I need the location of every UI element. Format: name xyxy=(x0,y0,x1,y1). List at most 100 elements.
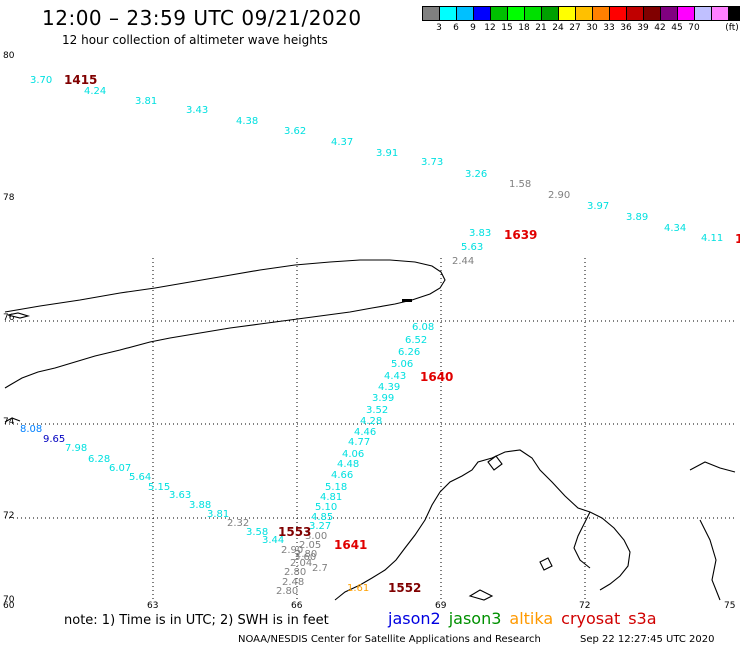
colorbar-label: 3 xyxy=(436,23,442,33)
wave-height-value: 6.52 xyxy=(405,335,427,346)
colorbar-swatch xyxy=(712,7,729,20)
colorbar-legend xyxy=(422,6,740,21)
wave-height-value: 3.89 xyxy=(626,212,648,223)
wave-height-value: 5.64 xyxy=(129,472,151,483)
legend-item-s3a: s3a xyxy=(628,609,657,628)
legend-item-altika: altika xyxy=(509,609,554,628)
wave-height-value: 3.00 xyxy=(305,531,327,542)
wave-height-value: 5.10 xyxy=(315,502,337,513)
longitude-label: 63 xyxy=(147,601,158,611)
wave-height-value: 5.06 xyxy=(391,359,413,370)
colorbar-label: 12 xyxy=(484,23,496,33)
legend-item-jason2: jason2 xyxy=(388,609,441,628)
wave-height-value: 1.61 xyxy=(347,583,369,594)
colorbar-swatch xyxy=(576,7,593,20)
wave-height-value: 4.66 xyxy=(331,470,353,481)
wave-height-value: 6.08 xyxy=(412,322,434,333)
wave-height-value: 3.81 xyxy=(207,509,229,520)
colorbar-label: 27 xyxy=(569,23,581,33)
colorbar-label: 18 xyxy=(518,23,530,33)
coastline-islet xyxy=(7,312,31,319)
longitude-label: 60 xyxy=(3,601,15,611)
wave-height-values: 3.70 4.24 3.81 3.43 4.38 3.62 4.37 3.91 3.73 3.26… xyxy=(20,75,723,597)
pass-time-label: 1640 xyxy=(420,370,453,384)
colorbar-swatch xyxy=(559,7,576,20)
colorbar-swatch xyxy=(542,7,559,20)
pass-time-label: 1641 xyxy=(334,538,367,552)
wave-height-value: 6.07 xyxy=(109,463,131,474)
colorbar-swatch xyxy=(695,7,712,20)
wave-height-value: 3.97 xyxy=(587,201,609,212)
wave-height-value: 4.37 xyxy=(331,137,353,148)
pass-time-label: 1552 xyxy=(388,581,421,595)
latitude-label: 70 xyxy=(3,595,15,605)
colorbar-label: (ft) xyxy=(725,23,739,33)
colorbar-swatch xyxy=(508,7,525,20)
coastline-far-east xyxy=(689,461,736,473)
latitude-label: 80 xyxy=(3,51,15,61)
wave-height-value: 8.08 xyxy=(20,424,42,435)
wave-height-value: 6.28 xyxy=(88,454,110,465)
wave-height-value: 3.58 xyxy=(246,527,268,538)
wave-height-value: 3.43 xyxy=(186,105,208,116)
wave-height-value: 3.83 xyxy=(469,228,491,239)
wave-height-value: 7.98 xyxy=(65,443,87,454)
wave-height-value: 1.58 xyxy=(509,179,531,190)
legend-item-jason3: jason3 xyxy=(448,609,502,628)
wave-height-value: 2.80 xyxy=(284,567,306,578)
wave-height-value: 3.52 xyxy=(366,405,388,416)
longitude-label: 72 xyxy=(579,601,590,611)
colorbar-label: 39 xyxy=(637,23,649,33)
wave-height-value: 4.28 xyxy=(360,416,382,427)
pass-time-label: 1 xyxy=(735,232,740,246)
wave-height-value: 9.65 xyxy=(43,434,65,445)
coastline-island-3 xyxy=(468,589,494,601)
legend-item-cryosat: cryosat xyxy=(561,609,621,628)
graticule-grid xyxy=(5,258,735,600)
colorbar-label: 24 xyxy=(552,23,564,33)
colorbar-label: 70 xyxy=(688,23,700,33)
colorbar-swatch xyxy=(457,7,474,20)
wave-height-value: 4.39 xyxy=(378,382,400,393)
wave-height-value: 3.60 xyxy=(294,552,316,563)
footer-timestamp: Sep 22 12:27:45 UTC 2020 xyxy=(580,634,715,645)
latitude-label: 78 xyxy=(3,193,15,203)
colorbar-swatch xyxy=(491,7,508,20)
wave-height-value: 4.85 xyxy=(311,512,333,523)
colorbar-swatch xyxy=(661,7,678,20)
wave-height-value: 5.15 xyxy=(148,482,170,493)
colorbar-swatch xyxy=(729,7,740,20)
colorbar-swatch xyxy=(678,7,695,20)
wave-height-value: 4.24 xyxy=(84,86,106,97)
wave-height-value: 4.06 xyxy=(342,449,364,460)
colorbar-label: 9 xyxy=(470,23,476,33)
wave-height-value: 3.73 xyxy=(421,157,443,168)
colorbar-swatch xyxy=(525,7,542,20)
wave-height-value: 2.80 xyxy=(295,549,317,560)
wave-height-value: 2.90 xyxy=(548,190,570,201)
wave-height-value: 3.70 xyxy=(30,75,52,86)
satellite-legend: jason2 jason3 altika cryosat s3a xyxy=(388,609,665,628)
wave-height-value: 5.63 xyxy=(461,242,483,253)
colorbar-swatch xyxy=(610,7,627,20)
colorbar-swatch xyxy=(644,7,661,20)
colorbar-label: 36 xyxy=(620,23,632,33)
wave-height-value: 2.48 xyxy=(282,577,304,588)
wave-height-value: 3.27 xyxy=(309,521,331,532)
colorbar-label: 6 xyxy=(453,23,459,33)
wave-height-value: 4.81 xyxy=(320,492,342,503)
colorbar-label: 33 xyxy=(603,23,615,33)
footer-credit: NOAA/NESDIS Center for Satellite Applica… xyxy=(238,634,541,645)
colorbar-swatch xyxy=(593,7,610,20)
wave-height-value: 4.46 xyxy=(354,427,376,438)
wave-height-value: 2.7 xyxy=(312,563,328,574)
colorbar-swatch xyxy=(474,7,491,20)
colorbar-label: 45 xyxy=(671,23,683,33)
wave-height-value: 6.26 xyxy=(398,347,420,358)
coastline-far-east-2 xyxy=(699,519,721,601)
wave-height-value: 4.38 xyxy=(236,116,258,127)
wave-height-value: 3.91 xyxy=(376,148,398,159)
coastline-east-bay xyxy=(573,511,591,569)
colorbar-swatch xyxy=(423,7,440,20)
pass-time-labels: 1415 1639 1640 1553 1641 1552 1 xyxy=(64,73,740,595)
